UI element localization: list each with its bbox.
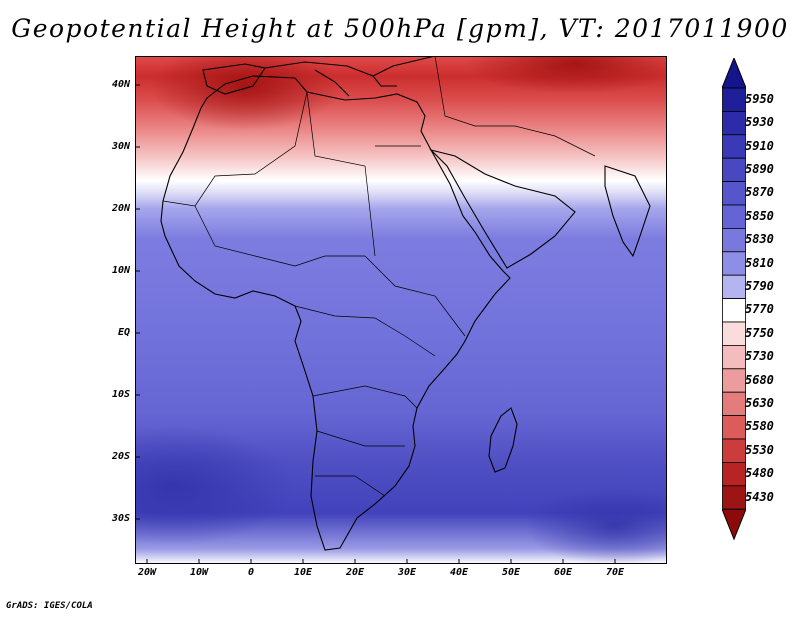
- colorbar-swatch: [722, 251, 746, 276]
- colorbar-label: 5930: [745, 115, 774, 130]
- lon-label-20e: 20E: [345, 567, 365, 578]
- lon-label-30e: 30E: [397, 567, 417, 578]
- high-center-southwest: [135, 426, 295, 546]
- lon-label-20w: 20W: [137, 567, 157, 578]
- colorbar-label: 5850: [745, 208, 774, 223]
- lon-label-50e: 50E: [501, 567, 521, 578]
- colorbar-swatch: [722, 368, 746, 393]
- iberia-coastline: [202, 63, 266, 95]
- lat-label-30s: 30S: [111, 513, 130, 524]
- lat-label-20n: 20N: [111, 203, 130, 214]
- colorbar-label: 5750: [745, 325, 774, 340]
- axis-ticks: [135, 84, 616, 564]
- high-center-southeast: [525, 486, 667, 564]
- colorbar-swatch: [722, 157, 746, 182]
- colorbar-label: 5580: [745, 419, 774, 434]
- country-borders: [162, 56, 596, 497]
- colorbar-label: 5870: [745, 185, 774, 200]
- india-coastline: [604, 165, 651, 258]
- colorbar-swatch: [722, 321, 746, 346]
- colorbar-label: 5630: [745, 395, 774, 410]
- colorbar-swatch: [722, 134, 746, 159]
- colorbar-label: 5950: [745, 91, 774, 106]
- colorbar-swatch: [722, 415, 746, 440]
- lon-label-10w: 10W: [189, 567, 209, 578]
- lat-label-40n: 40N: [111, 79, 130, 90]
- low-center-mediterranean: [150, 56, 340, 131]
- lon-label-0: 0: [247, 567, 255, 578]
- colorbar-label: 5730: [745, 349, 774, 364]
- europe-coastline: [264, 56, 436, 97]
- colorbar-bottom-arrow: [722, 508, 746, 541]
- coastlines: [160, 56, 651, 551]
- colorbar: [722, 58, 746, 541]
- africa-coastline: [160, 75, 511, 551]
- colorbar-swatch: [722, 485, 746, 510]
- colorbar-swatch: [722, 87, 746, 112]
- colorbar-swatch: [722, 204, 746, 229]
- colorbar-label: 5680: [745, 372, 774, 387]
- colorbar-swatch: [722, 391, 746, 417]
- lon-label-10e: 10E: [293, 567, 313, 578]
- colorbar-swatch: [722, 274, 746, 299]
- lon-label-40e: 40E: [449, 567, 469, 578]
- geopotential-height-map: [135, 56, 667, 564]
- lat-label-10s: 10S: [111, 389, 130, 400]
- colorbar-swatch: [722, 344, 746, 370]
- lat-label-10n: 10N: [111, 265, 130, 276]
- map-frame: [135, 56, 667, 564]
- colorbar-label: 5890: [745, 161, 774, 176]
- lat-label-20s: 20S: [111, 451, 130, 462]
- colorbar-label: 5430: [745, 489, 774, 504]
- lon-label-70e: 70E: [605, 567, 625, 578]
- colorbar-label: 5910: [745, 138, 774, 153]
- arabia-coastline: [429, 148, 576, 269]
- grads-credit: GrADS: IGES/COLA: [6, 601, 93, 611]
- colorbar-swatch: [722, 181, 746, 206]
- colorbar-swatch: [722, 111, 746, 136]
- colorbar-swatch: [722, 298, 746, 323]
- lat-label-30n: 30N: [111, 141, 130, 152]
- colorbar-swatch: [722, 461, 746, 487]
- madagascar-coastline: [488, 407, 518, 473]
- map-title: Geopotential Height at 500hPa [gpm], VT:…: [11, 14, 789, 43]
- colorbar-swatch: [722, 227, 746, 253]
- lon-label-60e: 60E: [553, 567, 573, 578]
- colorbar-label: 5530: [745, 442, 774, 457]
- lat-label-eq: EQ: [117, 327, 130, 338]
- colorbar-label: 5810: [745, 255, 774, 270]
- colorbar-label: 5790: [745, 278, 774, 293]
- colorbar-label: 5770: [745, 302, 774, 317]
- colorbar-top-arrow: [722, 58, 746, 89]
- colorbar-label: 5830: [745, 232, 774, 247]
- colorbar-swatch: [722, 438, 746, 463]
- colorbar-label: 5480: [745, 466, 774, 481]
- low-center-northeast: [465, 56, 667, 94]
